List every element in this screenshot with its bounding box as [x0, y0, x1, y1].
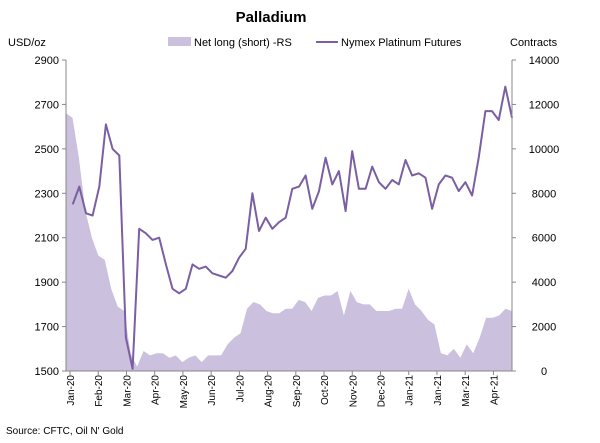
x-tick-label: Jan-21 — [405, 375, 416, 406]
x-tick-label: Sep-20 — [292, 375, 303, 408]
x-tick-label: Dec-20 — [377, 375, 388, 408]
x-tick-label: Apr-20 — [151, 375, 162, 405]
x-tick-label: Jan-21 — [433, 375, 444, 406]
right-tick-label: 10000 — [529, 144, 560, 156]
axes: 1500 1700 1900 2100 2300 2500 2700 2900 0 2000 400… — [35, 55, 560, 408]
left-tick-label: 2100 — [35, 233, 59, 245]
legend-label-net-long: Net long (short) -RS — [194, 37, 292, 49]
plot-area — [66, 85, 513, 372]
series-area-net-long — [66, 113, 512, 372]
right-tick-label: 6000 — [532, 233, 556, 245]
x-tick-label: Apr-21 — [489, 375, 500, 405]
x-tick-label: Mar-21 — [461, 375, 472, 407]
x-tick-label: Nov-20 — [348, 375, 359, 408]
right-tick-label: 12000 — [529, 99, 560, 111]
left-tick-label: 2700 — [35, 99, 59, 111]
right-axis-unit: Contracts — [510, 37, 558, 49]
right-tick-label: 14000 — [529, 55, 560, 67]
left-tick-label: 1500 — [35, 366, 59, 378]
legend-label-platinum-futures: Nymex Platinum Futures — [341, 37, 462, 49]
x-tick-label: Feb-20 — [94, 375, 105, 407]
x-tick-label: Jun-20 — [207, 375, 218, 406]
x-tick-label: May-20 — [179, 375, 190, 409]
left-tick-label: 2500 — [35, 144, 59, 156]
chart-title: Palladium — [236, 9, 307, 26]
x-tick-label: Mar-20 — [122, 375, 133, 407]
left-axis-unit: USD/oz — [8, 37, 46, 49]
left-tick-label: 2900 — [35, 55, 59, 67]
right-tick-label: 4000 — [532, 277, 556, 289]
source-note: Source: CFTC, Oil N' Gold — [6, 426, 124, 437]
x-tick-label: Jul-20 — [235, 375, 246, 403]
series-line-platinum-futures — [71, 85, 513, 370]
legend-swatch-net-long — [168, 37, 191, 46]
right-tick-label: 0 — [541, 366, 547, 378]
left-tick-label: 1700 — [35, 322, 59, 334]
left-tick-label: 1900 — [35, 277, 59, 289]
x-tick-label: Jan-20 — [66, 375, 77, 406]
legend: Net long (short) -RS Nymex Platinum Futu… — [168, 37, 462, 49]
right-tick-label: 2000 — [532, 322, 556, 334]
left-tick-label: 2300 — [35, 188, 59, 200]
x-tick-label: Aug-20 — [264, 375, 275, 408]
x-tick-label: Oct-20 — [320, 375, 331, 405]
right-tick-label: 8000 — [532, 188, 556, 200]
